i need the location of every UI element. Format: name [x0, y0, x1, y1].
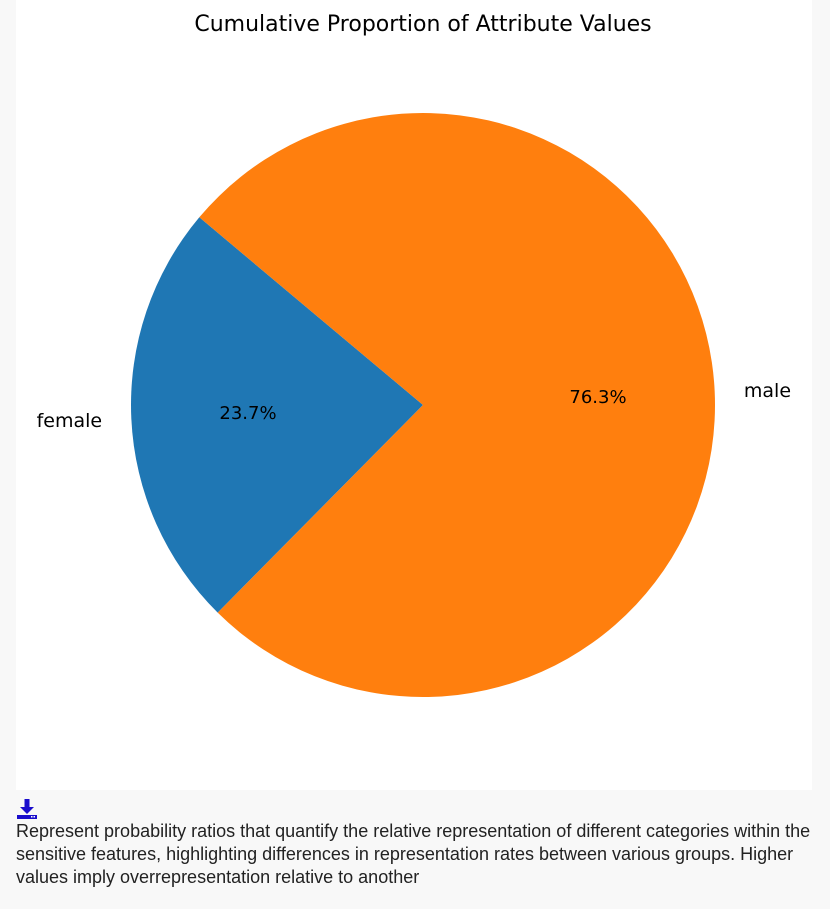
download-icon	[17, 799, 37, 819]
pie-slice-male	[199, 113, 716, 698]
chart-title: Cumulative Proportion of Attribute Value…	[194, 12, 651, 37]
value-label-male: 76.3%	[569, 387, 626, 408]
pie-labels: female 23.7% male 76.3%	[37, 380, 791, 432]
chart-panel: Cumulative Proportion of Attribute Value…	[16, 0, 812, 790]
category-label-male: male	[744, 380, 791, 402]
description-text: Represent probability ratios that quanti…	[16, 821, 811, 887]
pie-slice-female	[131, 217, 423, 613]
download-button[interactable]	[16, 798, 38, 820]
pie-chart: Cumulative Proportion of Attribute Value…	[37, 12, 791, 698]
category-label-female: female	[37, 410, 103, 432]
pie-slices	[131, 113, 716, 698]
value-label-female: 23.7%	[219, 403, 276, 424]
